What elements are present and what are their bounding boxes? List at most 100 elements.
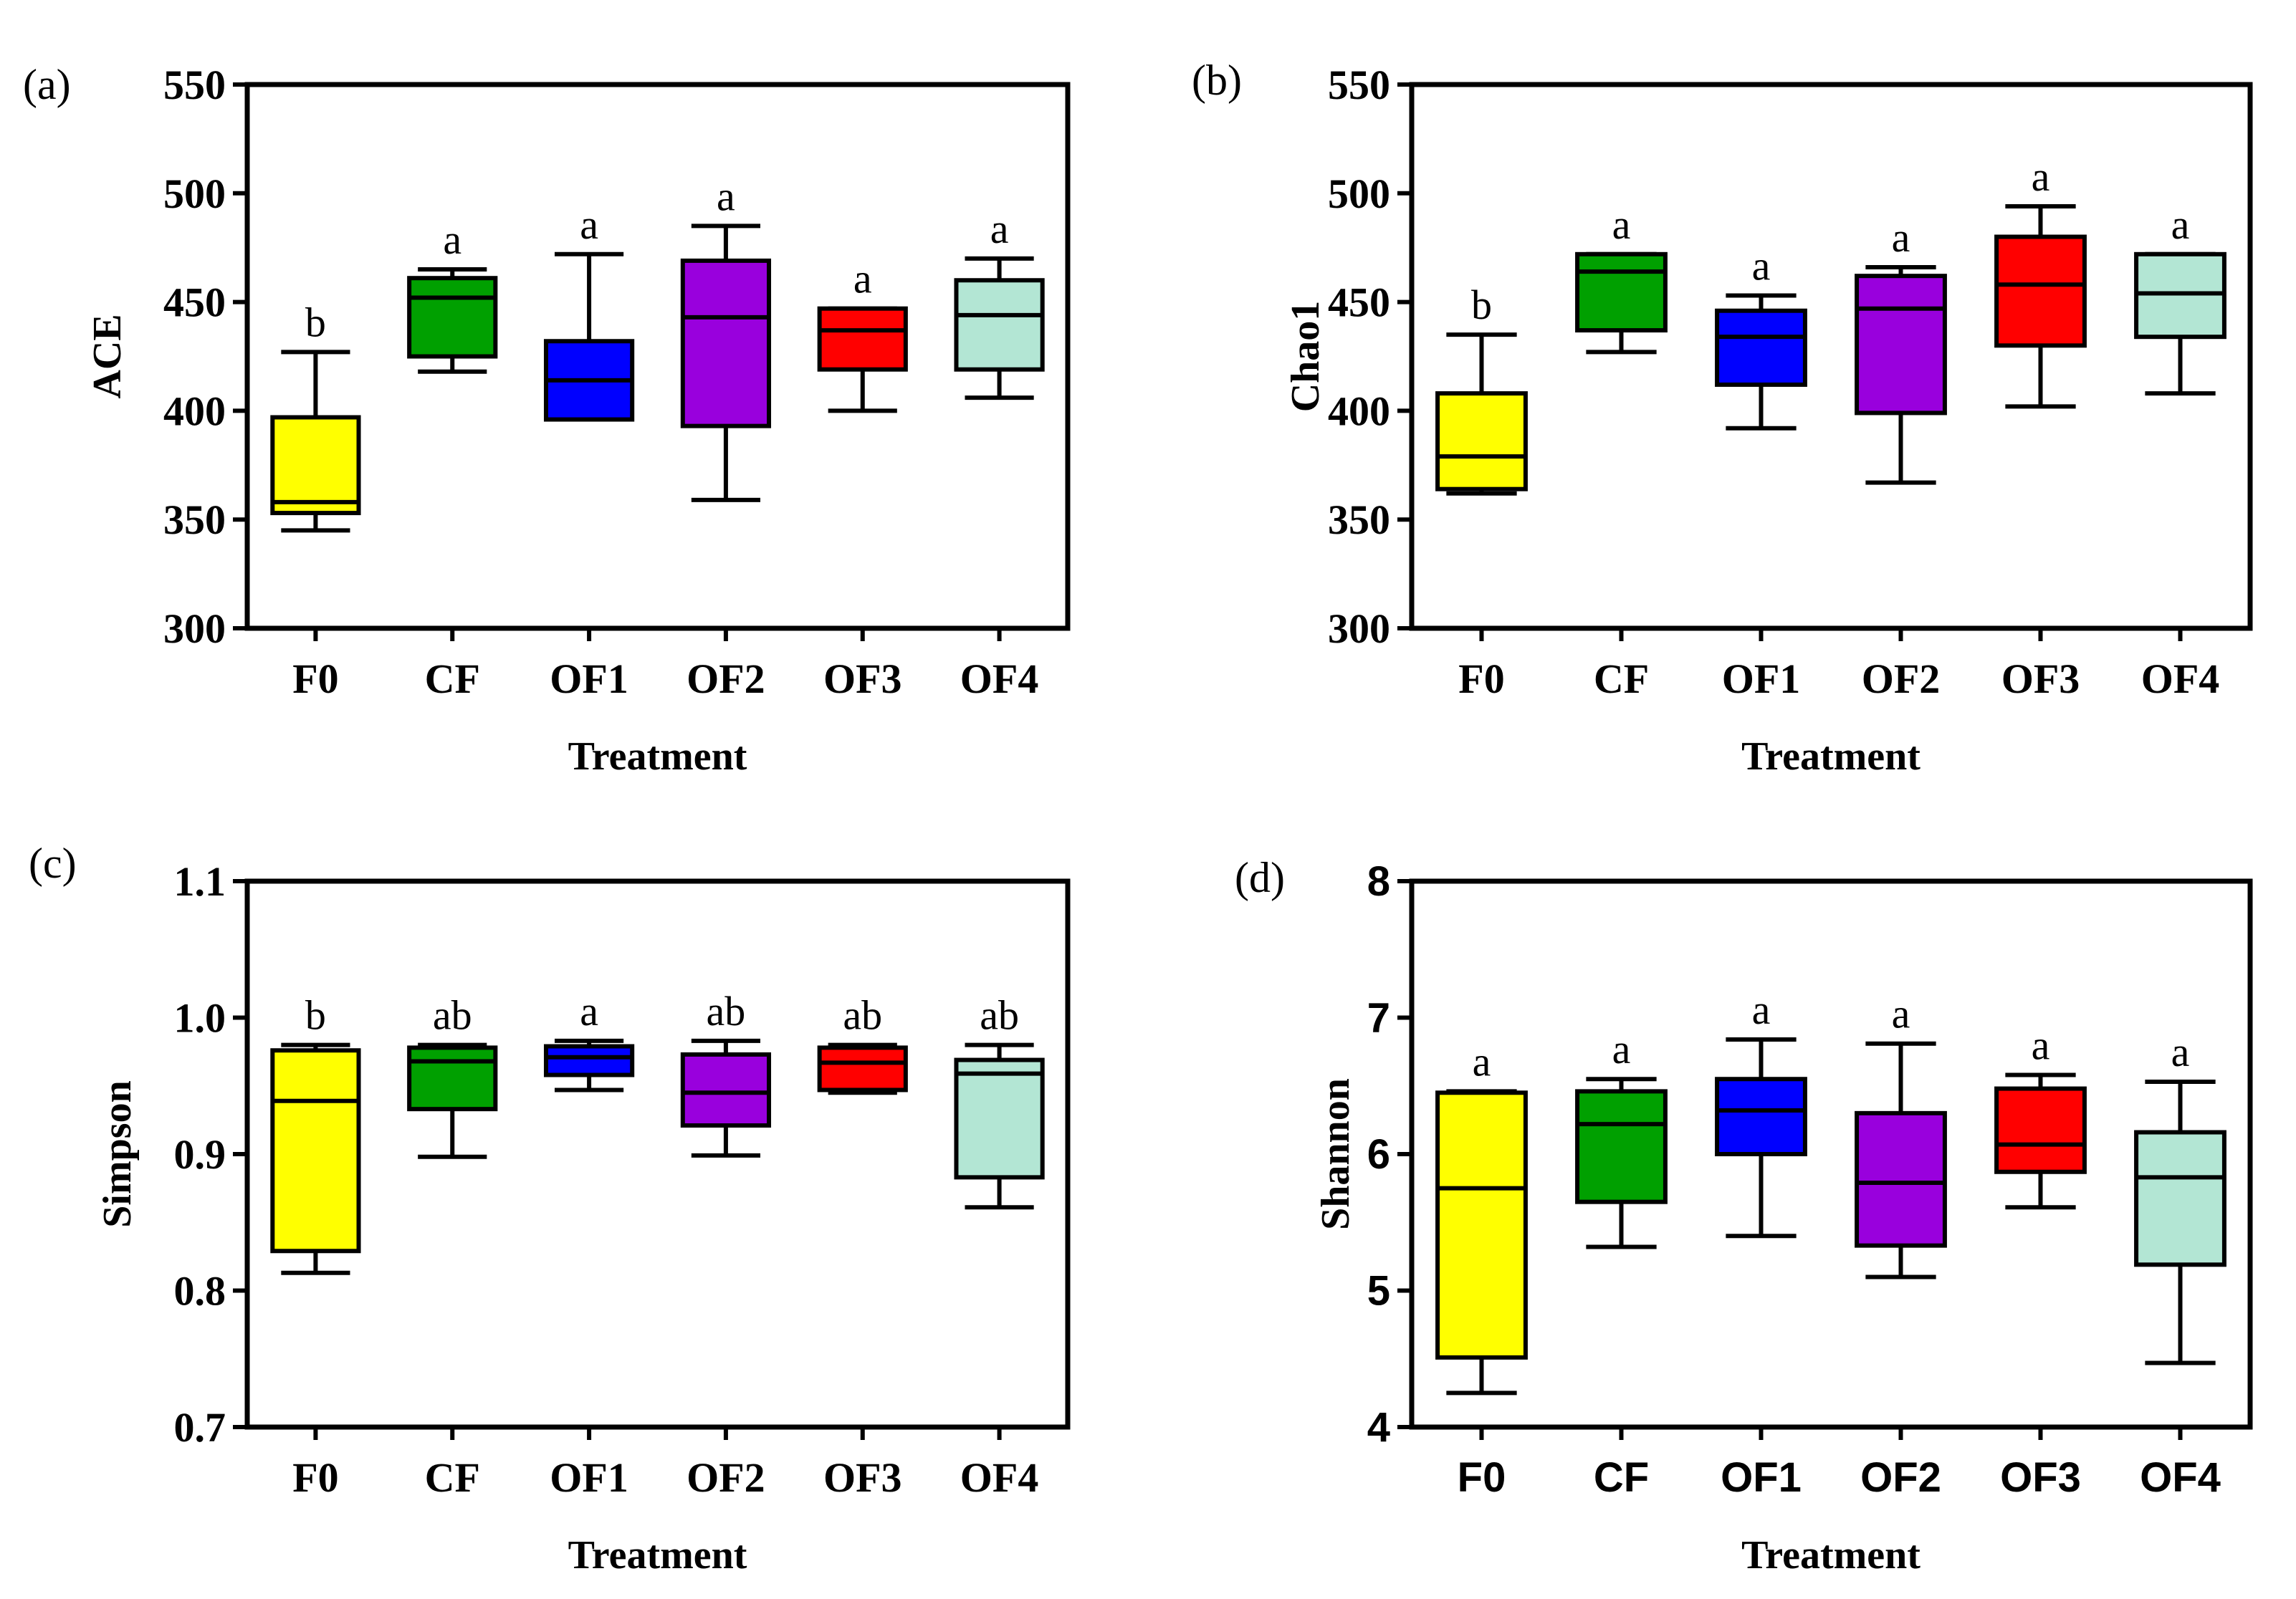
- x-tick-label: CF: [1594, 656, 1649, 702]
- significance-letter: a: [1752, 986, 1771, 1033]
- y-tick-label: 300: [1328, 605, 1390, 652]
- y-axis-title: Simpson: [95, 1080, 140, 1227]
- significance-letter: a: [2171, 201, 2190, 248]
- box-body: [817, 1045, 908, 1093]
- box-body: [1994, 1086, 2087, 1174]
- x-tick-label: OF4: [960, 656, 1039, 702]
- box-body: [407, 1045, 498, 1112]
- box-body: [817, 306, 908, 372]
- box-body: [1994, 234, 2087, 348]
- x-axis-title: Treatment: [1741, 1533, 1920, 1578]
- box-body: [954, 1057, 1045, 1180]
- x-tick-label: OF4: [2140, 1454, 2221, 1501]
- x-tick-label: F0: [292, 656, 338, 702]
- x-tick-label: OF1: [1722, 656, 1801, 702]
- box-of2: [680, 224, 772, 502]
- box-of4: [954, 256, 1045, 400]
- y-tick-label: 5: [1367, 1268, 1390, 1315]
- box-body: [407, 276, 498, 359]
- chart-panel-c: (c) 0.7 0.8 0.9 1.0 1.1 b F0 ab CF a OF1 ab OF2 ab OF3 a…: [29, 840, 1071, 1578]
- box-f0: [270, 1042, 361, 1275]
- significance-letter: a: [1473, 1038, 1491, 1085]
- x-tick-label: OF4: [2141, 656, 2220, 702]
- y-axis-title: ACE: [85, 314, 130, 398]
- box-body: [1855, 1110, 1947, 1248]
- significance-letter: a: [1892, 214, 1910, 261]
- significance-letter: b: [1471, 282, 1492, 328]
- x-tick-label: OF2: [1860, 1454, 1941, 1501]
- significance-letter: a: [580, 988, 598, 1034]
- significance-letter: ab: [433, 992, 472, 1039]
- box-body: [270, 415, 361, 516]
- box-body: [954, 278, 1045, 372]
- significance-letter: ab: [707, 988, 746, 1034]
- x-tick-label: OF2: [1862, 656, 1941, 702]
- y-tick-label: 400: [163, 388, 226, 434]
- significance-letter: a: [443, 216, 461, 263]
- box-body: [1575, 251, 1668, 333]
- box-body: [1435, 391, 1528, 491]
- significance-letter: a: [580, 201, 598, 248]
- significance-letter: ab: [843, 992, 882, 1039]
- y-tick-label: 1.1: [174, 858, 226, 905]
- significance-letter: a: [1752, 242, 1771, 289]
- y-tick-label: 350: [163, 496, 226, 543]
- x-tick-label: OF1: [550, 656, 628, 702]
- box-body: [1715, 308, 1807, 387]
- x-tick-label: CF: [425, 656, 480, 702]
- x-tick-label: F0: [292, 1454, 338, 1501]
- x-tick-label: F0: [1458, 1454, 1506, 1501]
- panel-label: (b): [1192, 57, 1242, 104]
- x-axis-title: Treatment: [1741, 734, 1920, 779]
- significance-letter: b: [305, 299, 326, 345]
- box-cf: [407, 1042, 498, 1159]
- box-body: [1715, 1077, 1807, 1156]
- box-of3: [817, 1042, 908, 1095]
- box-cf: [1575, 1077, 1668, 1249]
- box-cf: [1575, 251, 1668, 355]
- x-tick-label: OF4: [960, 1454, 1039, 1501]
- box-of3: [1994, 204, 2087, 409]
- box-body: [543, 1044, 635, 1077]
- box-body: [1435, 1090, 1528, 1360]
- box-of4: [2134, 251, 2226, 396]
- x-tick-label: F0: [1458, 656, 1504, 702]
- y-tick-label: 450: [163, 279, 226, 326]
- y-tick-label: 500: [1328, 171, 1390, 217]
- box-of4: [2134, 1080, 2226, 1365]
- y-tick-label: 550: [1328, 62, 1390, 108]
- significance-letter: a: [2032, 1022, 2050, 1069]
- panel-label: (d): [1235, 854, 1285, 901]
- chart-panel-b: (b) 300 350 400 450 500 550 b F0 a CF a OF1 a OF2 a OF3 a…: [1192, 57, 2253, 779]
- box-body: [270, 1048, 361, 1254]
- x-tick-label: OF1: [1721, 1454, 1802, 1501]
- x-tick-label: OF3: [823, 1454, 902, 1501]
- y-tick-label: 0.8: [174, 1268, 226, 1315]
- x-tick-label: OF2: [687, 656, 765, 702]
- x-axis-title: Treatment: [568, 1533, 747, 1578]
- plot-frame: [244, 878, 1071, 1430]
- x-tick-label: OF1: [550, 1454, 628, 1501]
- box-body: [1855, 274, 1947, 416]
- significance-letter: b: [305, 992, 326, 1039]
- y-tick-label: 7: [1367, 995, 1390, 1042]
- panel-label: (c): [29, 840, 77, 887]
- y-tick-label: 8: [1367, 858, 1390, 905]
- significance-letter: a: [1612, 1026, 1631, 1072]
- significance-letter: a: [717, 173, 735, 219]
- box-body: [2134, 251, 2226, 340]
- box-of2: [680, 1038, 772, 1158]
- significance-letter: a: [990, 206, 1009, 252]
- y-tick-label: 450: [1328, 279, 1390, 326]
- plot-frame: [244, 82, 1071, 631]
- y-tick-label: 300: [163, 605, 226, 652]
- panel-label: (a): [23, 61, 71, 108]
- y-axis-title: Chao1: [1283, 301, 1328, 413]
- box-of2: [1855, 265, 1947, 485]
- chart-panel-a: (a) 300 350 400 450 500 550 b F0 a CF a OF1 a OF2 a OF3 a…: [23, 61, 1071, 779]
- box-body: [680, 258, 772, 428]
- significance-letter: a: [2171, 1029, 2190, 1075]
- y-tick-label: 4: [1367, 1404, 1390, 1451]
- box-body: [680, 1052, 772, 1128]
- box-cf: [407, 267, 498, 374]
